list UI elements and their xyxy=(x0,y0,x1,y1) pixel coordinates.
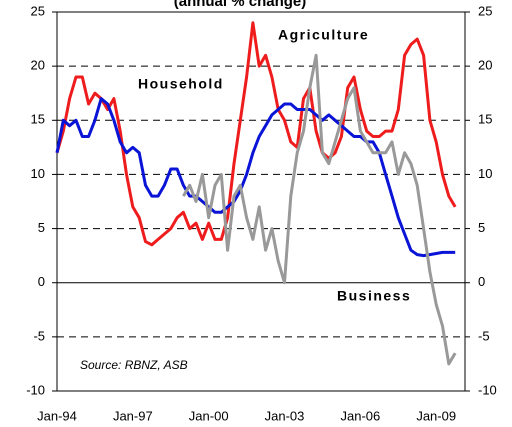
series-line xyxy=(182,53,457,366)
series-label: Household xyxy=(138,76,224,92)
y-tick-label: 20 xyxy=(31,58,45,73)
x-tick-label: Jan-03 xyxy=(265,408,305,423)
y2-tick-label: 15 xyxy=(478,112,492,127)
y-tick-label: 25 xyxy=(31,3,45,18)
y2-tick-label: 25 xyxy=(478,3,492,18)
plot-area xyxy=(56,11,466,392)
y-tick-label: 0 xyxy=(38,274,45,289)
y2-tick-label: -5 xyxy=(478,328,490,343)
y-tick-label: -10 xyxy=(26,382,45,397)
y2-tick-label: 5 xyxy=(478,220,485,235)
x-tick-label: Jan-94 xyxy=(37,408,77,423)
x-tick-label: Jan-97 xyxy=(113,408,153,423)
y-tick-label: 10 xyxy=(31,166,45,181)
y-tick-label: -5 xyxy=(33,328,45,343)
x-tick-label: Jan-06 xyxy=(340,408,380,423)
chart-title: (annual % change) xyxy=(174,0,307,10)
x-tick-label: Jan-00 xyxy=(189,408,229,423)
series-line xyxy=(55,21,457,247)
x-tick-label: Jan-09 xyxy=(416,408,456,423)
y2-tick-label: 20 xyxy=(478,58,492,73)
series-line xyxy=(55,97,456,258)
series-label: Business xyxy=(337,288,411,304)
y2-tick-label: 10 xyxy=(478,166,492,181)
series-label: Agriculture xyxy=(278,27,369,43)
y-tick-label: 5 xyxy=(38,220,45,235)
source-note: Source: RBNZ, ASB xyxy=(80,358,188,372)
y2-tick-label: 0 xyxy=(478,274,485,289)
y2-tick-label: -10 xyxy=(478,382,497,397)
y-tick-label: 15 xyxy=(31,112,45,127)
